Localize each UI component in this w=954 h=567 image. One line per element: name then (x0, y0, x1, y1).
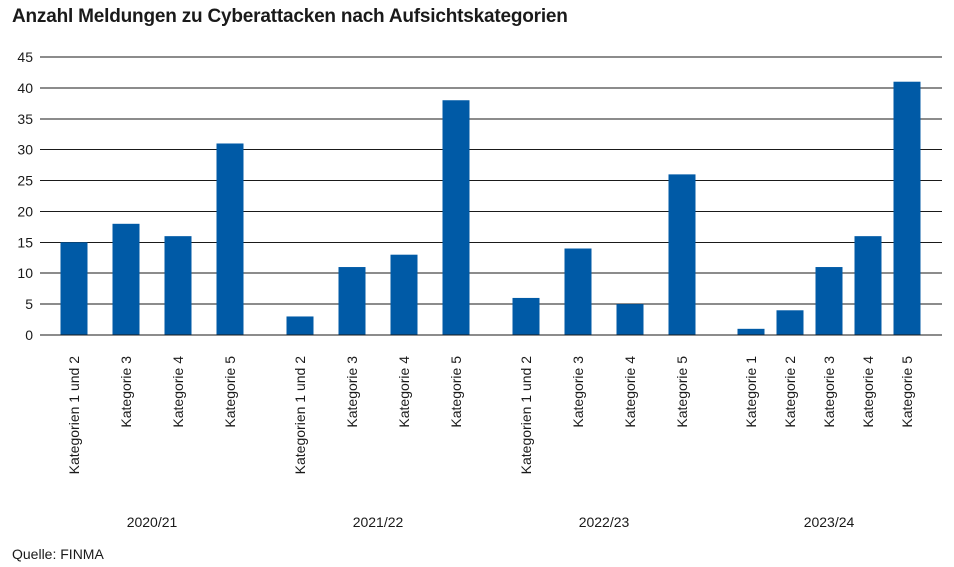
category-label: Kategorien 1 und 2 (292, 356, 308, 475)
category-label: Kategorie 5 (674, 356, 690, 428)
category-label: Kategorie 3 (570, 356, 586, 428)
category-label: Kategorien 1 und 2 (518, 356, 534, 475)
category-label: Kategorie 4 (170, 356, 186, 428)
category-label: Kategorie 4 (622, 356, 638, 428)
y-tick-label: 40 (17, 80, 33, 96)
y-tick-label: 0 (25, 327, 33, 343)
category-label: Kategorie 5 (448, 356, 464, 428)
category-label: Kategorien 1 und 2 (66, 356, 82, 475)
bar (442, 100, 470, 335)
category-label: Kategorie 5 (899, 356, 915, 428)
bar (286, 316, 314, 335)
category-label: Kategorie 2 (782, 356, 798, 428)
bar (390, 254, 418, 335)
bar (815, 267, 843, 335)
bar (616, 304, 644, 335)
category-label: Kategorie 3 (344, 356, 360, 428)
bar (564, 248, 592, 335)
group-label: 2023/24 (804, 514, 855, 530)
category-label: Kategorie 4 (396, 356, 412, 428)
bar (164, 236, 192, 335)
category-label: Kategorie 5 (222, 356, 238, 428)
y-tick-label: 15 (17, 234, 33, 250)
y-tick-label: 25 (17, 173, 33, 189)
chart-title: Anzahl Meldungen zu Cyberattacken nach A… (12, 6, 568, 27)
category-label: Kategorie 3 (118, 356, 134, 428)
bar (893, 81, 921, 335)
bar (60, 242, 88, 335)
bar (512, 297, 540, 335)
bar (338, 267, 366, 335)
y-tick-label: 20 (17, 203, 33, 219)
y-tick-label: 45 (17, 49, 33, 65)
source-note: Quelle: FINMA (12, 546, 104, 562)
y-tick-label: 5 (25, 296, 33, 312)
group-label: 2021/22 (353, 514, 404, 530)
bar (112, 223, 140, 335)
group-label: 2022/23 (579, 514, 630, 530)
bar (854, 236, 882, 335)
bar (737, 328, 765, 335)
y-tick-label: 35 (17, 111, 33, 127)
bar (668, 174, 696, 335)
bar (776, 310, 804, 335)
category-label: Kategorie 4 (860, 356, 876, 428)
category-label: Kategorie 3 (821, 356, 837, 428)
category-label: Kategorie 1 (743, 356, 759, 428)
y-tick-label: 30 (17, 142, 33, 158)
group-label: 2020/21 (127, 514, 178, 530)
y-tick-label: 10 (17, 265, 33, 281)
bar (216, 143, 244, 335)
